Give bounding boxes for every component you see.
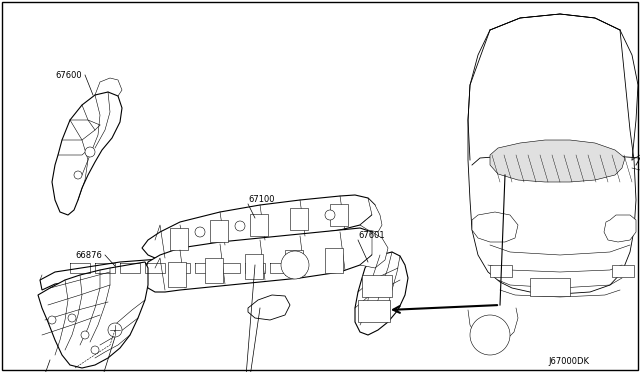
Bar bbox=[205, 258, 223, 283]
Circle shape bbox=[91, 346, 99, 354]
Circle shape bbox=[470, 315, 510, 355]
Polygon shape bbox=[490, 140, 625, 182]
Circle shape bbox=[108, 323, 122, 337]
Polygon shape bbox=[38, 262, 148, 368]
Polygon shape bbox=[142, 195, 375, 258]
Circle shape bbox=[195, 227, 205, 237]
Circle shape bbox=[235, 221, 245, 231]
Polygon shape bbox=[355, 252, 408, 335]
Text: 67100: 67100 bbox=[248, 196, 275, 205]
Polygon shape bbox=[360, 198, 382, 232]
Bar bbox=[285, 250, 303, 275]
Polygon shape bbox=[248, 295, 290, 320]
Circle shape bbox=[85, 147, 95, 157]
Polygon shape bbox=[142, 228, 378, 292]
Bar bbox=[245, 254, 263, 279]
Bar bbox=[362, 275, 392, 297]
Text: 67600: 67600 bbox=[55, 71, 82, 80]
Circle shape bbox=[281, 251, 309, 279]
Bar bbox=[330, 204, 348, 226]
Bar bbox=[358, 300, 390, 322]
Bar bbox=[250, 214, 268, 236]
Polygon shape bbox=[468, 14, 636, 294]
Circle shape bbox=[48, 316, 56, 324]
Bar bbox=[290, 208, 308, 230]
Bar bbox=[170, 228, 188, 250]
Polygon shape bbox=[360, 232, 388, 268]
Bar bbox=[168, 262, 186, 287]
Circle shape bbox=[325, 210, 335, 220]
Polygon shape bbox=[604, 215, 636, 242]
Bar bbox=[325, 248, 343, 273]
Bar bbox=[530, 278, 570, 296]
Circle shape bbox=[68, 314, 76, 322]
Text: 66876: 66876 bbox=[75, 250, 102, 260]
Circle shape bbox=[81, 331, 89, 339]
Bar bbox=[490, 265, 512, 277]
Polygon shape bbox=[40, 248, 305, 290]
Polygon shape bbox=[472, 212, 518, 242]
Circle shape bbox=[74, 171, 82, 179]
Text: 67601: 67601 bbox=[358, 231, 385, 240]
Polygon shape bbox=[52, 92, 122, 215]
Text: J67000DK: J67000DK bbox=[548, 357, 589, 366]
Bar bbox=[210, 220, 228, 242]
Bar bbox=[612, 265, 634, 277]
